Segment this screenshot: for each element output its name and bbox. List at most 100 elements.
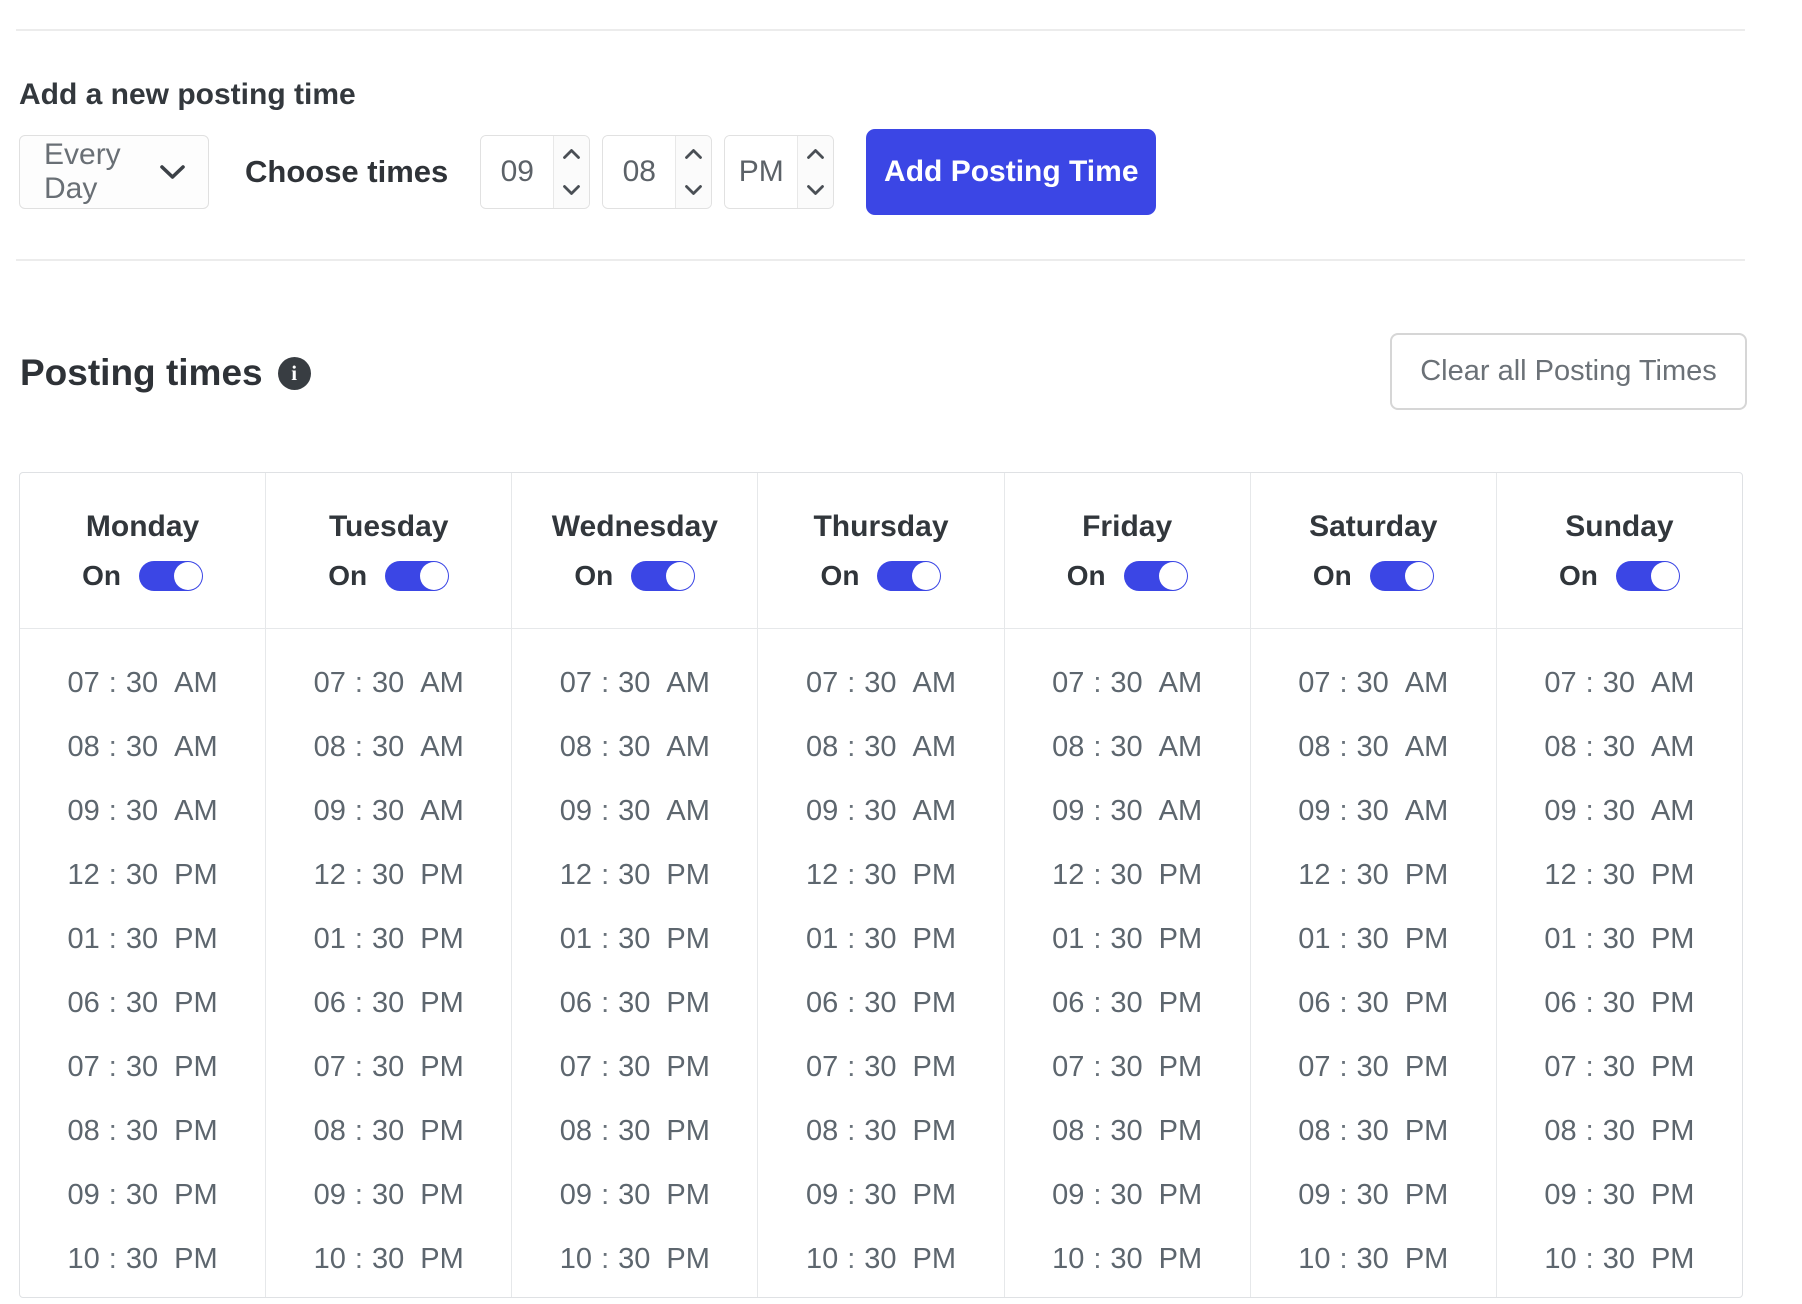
- info-icon[interactable]: i: [277, 356, 311, 390]
- time-slot[interactable]: 12:30 PM: [1052, 858, 1203, 891]
- time-slot[interactable]: 01:30 PM: [67, 922, 218, 955]
- time-slot[interactable]: 12:30 PM: [1544, 858, 1695, 891]
- time-slot[interactable]: 06:30 PM: [1544, 986, 1695, 1019]
- time-slot[interactable]: 08:30 AM: [313, 730, 464, 763]
- day-header: Friday On: [1004, 473, 1250, 629]
- time-slot[interactable]: 09:30 PM: [313, 1178, 464, 1211]
- time-slot[interactable]: 12:30 PM: [805, 858, 957, 891]
- time-slot[interactable]: 09:30 AM: [1544, 794, 1695, 827]
- period-decrement-button[interactable]: [798, 172, 833, 208]
- clear-all-posting-times-button[interactable]: Clear all Posting Times: [1390, 333, 1747, 410]
- time-slot[interactable]: 12:30 PM: [313, 858, 464, 891]
- hour-increment-button[interactable]: [554, 136, 589, 172]
- time-slot[interactable]: 09:30 PM: [67, 1178, 218, 1211]
- time-slot[interactable]: 08:30 AM: [559, 730, 710, 763]
- minute-input[interactable]: [603, 136, 676, 208]
- time-slot[interactable]: 08:30 PM: [67, 1114, 218, 1147]
- time-slot[interactable]: 06:30 PM: [805, 986, 957, 1019]
- time-slot[interactable]: 12:30 PM: [67, 858, 218, 891]
- toggle-state-label: On: [820, 559, 860, 591]
- time-slot[interactable]: 08:30 AM: [67, 730, 218, 763]
- time-slot[interactable]: 06:30 PM: [1298, 986, 1449, 1019]
- time-slot[interactable]: 07:30 PM: [1298, 1050, 1449, 1083]
- time-slot[interactable]: 01:30 PM: [313, 922, 464, 955]
- time-slot[interactable]: 12:30 PM: [1298, 858, 1449, 891]
- toggle-knob: [174, 561, 203, 590]
- time-slot[interactable]: 07:30 PM: [313, 1050, 464, 1083]
- time-slot[interactable]: 09:30 AM: [1298, 794, 1449, 827]
- day-select-dropdown[interactable]: Every Day: [19, 135, 209, 209]
- time-slot[interactable]: 07:30 PM: [1544, 1050, 1695, 1083]
- time-slot[interactable]: 06:30 PM: [559, 986, 710, 1019]
- day-toggle[interactable]: [139, 560, 204, 591]
- toggle-knob: [1404, 561, 1433, 590]
- day-toggle[interactable]: [877, 560, 942, 591]
- time-slot[interactable]: 08:30 PM: [1052, 1114, 1203, 1147]
- day-header: Sunday On: [1496, 473, 1742, 629]
- period-input[interactable]: [725, 136, 798, 208]
- toggle-knob: [420, 561, 449, 590]
- day-toggle[interactable]: [631, 560, 696, 591]
- day-header: Wednesday On: [512, 473, 758, 629]
- time-slot[interactable]: 09:30 PM: [1052, 1178, 1203, 1211]
- time-slot[interactable]: 01:30 PM: [805, 922, 957, 955]
- time-slot[interactable]: 01:30 PM: [1544, 922, 1695, 955]
- minute-increment-button[interactable]: [676, 136, 711, 172]
- time-slot[interactable]: 10:30 PM: [67, 1242, 218, 1275]
- time-slot[interactable]: 09:30 AM: [559, 794, 710, 827]
- time-slot[interactable]: 10:30 PM: [313, 1242, 464, 1275]
- time-slot[interactable]: 06:30 PM: [313, 986, 464, 1019]
- time-slot[interactable]: 07:30 AM: [559, 666, 710, 699]
- time-slot[interactable]: 10:30 PM: [1544, 1242, 1695, 1275]
- add-posting-time-button[interactable]: Add Posting Time: [866, 129, 1157, 215]
- time-slot[interactable]: 10:30 PM: [805, 1242, 957, 1275]
- time-slot[interactable]: 07:30 AM: [805, 666, 957, 699]
- time-slot[interactable]: 09:30 PM: [805, 1178, 957, 1211]
- time-slot[interactable]: 08:30 PM: [313, 1114, 464, 1147]
- minute-decrement-button[interactable]: [676, 172, 711, 208]
- time-slot[interactable]: 01:30 PM: [1052, 922, 1203, 955]
- time-slot[interactable]: 10:30 PM: [1298, 1242, 1449, 1275]
- hour-decrement-button[interactable]: [554, 172, 589, 208]
- day-toggle[interactable]: [385, 560, 450, 591]
- time-slot[interactable]: 09:30 PM: [1298, 1178, 1449, 1211]
- hour-stepper-buttons: [553, 136, 590, 208]
- time-slot[interactable]: 10:30 PM: [559, 1242, 710, 1275]
- day-toggle[interactable]: [1369, 560, 1434, 591]
- period-increment-button[interactable]: [798, 136, 833, 172]
- time-slot[interactable]: 08:30 AM: [1544, 730, 1695, 763]
- time-slot[interactable]: 07:30 AM: [1298, 666, 1449, 699]
- time-slot[interactable]: 01:30 PM: [1298, 922, 1449, 955]
- time-slot[interactable]: 08:30 PM: [1544, 1114, 1695, 1147]
- time-slot[interactable]: 09:30 AM: [805, 794, 957, 827]
- hour-input[interactable]: [481, 136, 554, 208]
- time-slot[interactable]: 07:30 PM: [559, 1050, 710, 1083]
- time-slot[interactable]: 08:30 PM: [1298, 1114, 1449, 1147]
- time-slot[interactable]: 06:30 PM: [1052, 986, 1203, 1019]
- time-slot[interactable]: 09:30 PM: [559, 1178, 710, 1211]
- time-slot[interactable]: 08:30 PM: [805, 1114, 957, 1147]
- time-slot[interactable]: 07:30 AM: [1052, 666, 1203, 699]
- time-slot[interactable]: 07:30 AM: [1544, 666, 1695, 699]
- time-slot[interactable]: 08:30 AM: [805, 730, 957, 763]
- time-slot[interactable]: 08:30 AM: [1298, 730, 1449, 763]
- time-slot[interactable]: 10:30 PM: [1052, 1242, 1203, 1275]
- time-slot[interactable]: 07:30 PM: [1052, 1050, 1203, 1083]
- time-slot[interactable]: 09:30 AM: [313, 794, 464, 827]
- time-slot[interactable]: 01:30 PM: [559, 922, 710, 955]
- time-slot[interactable]: 07:30 AM: [67, 666, 218, 699]
- time-slot[interactable]: 07:30 PM: [805, 1050, 957, 1083]
- time-slot[interactable]: 09:30 AM: [67, 794, 218, 827]
- day-header: Monday On: [20, 473, 266, 629]
- toggle-knob: [1158, 561, 1187, 590]
- time-slot[interactable]: 09:30 AM: [1052, 794, 1203, 827]
- time-slot[interactable]: 08:30 PM: [559, 1114, 710, 1147]
- time-slot[interactable]: 12:30 PM: [559, 858, 710, 891]
- time-slot[interactable]: 06:30 PM: [67, 986, 218, 1019]
- time-slot[interactable]: 07:30 PM: [67, 1050, 218, 1083]
- day-toggle[interactable]: [1615, 560, 1680, 591]
- day-toggle[interactable]: [1123, 560, 1188, 591]
- time-slot[interactable]: 07:30 AM: [313, 666, 464, 699]
- time-slot[interactable]: 08:30 AM: [1052, 730, 1203, 763]
- time-slot[interactable]: 09:30 PM: [1544, 1178, 1695, 1211]
